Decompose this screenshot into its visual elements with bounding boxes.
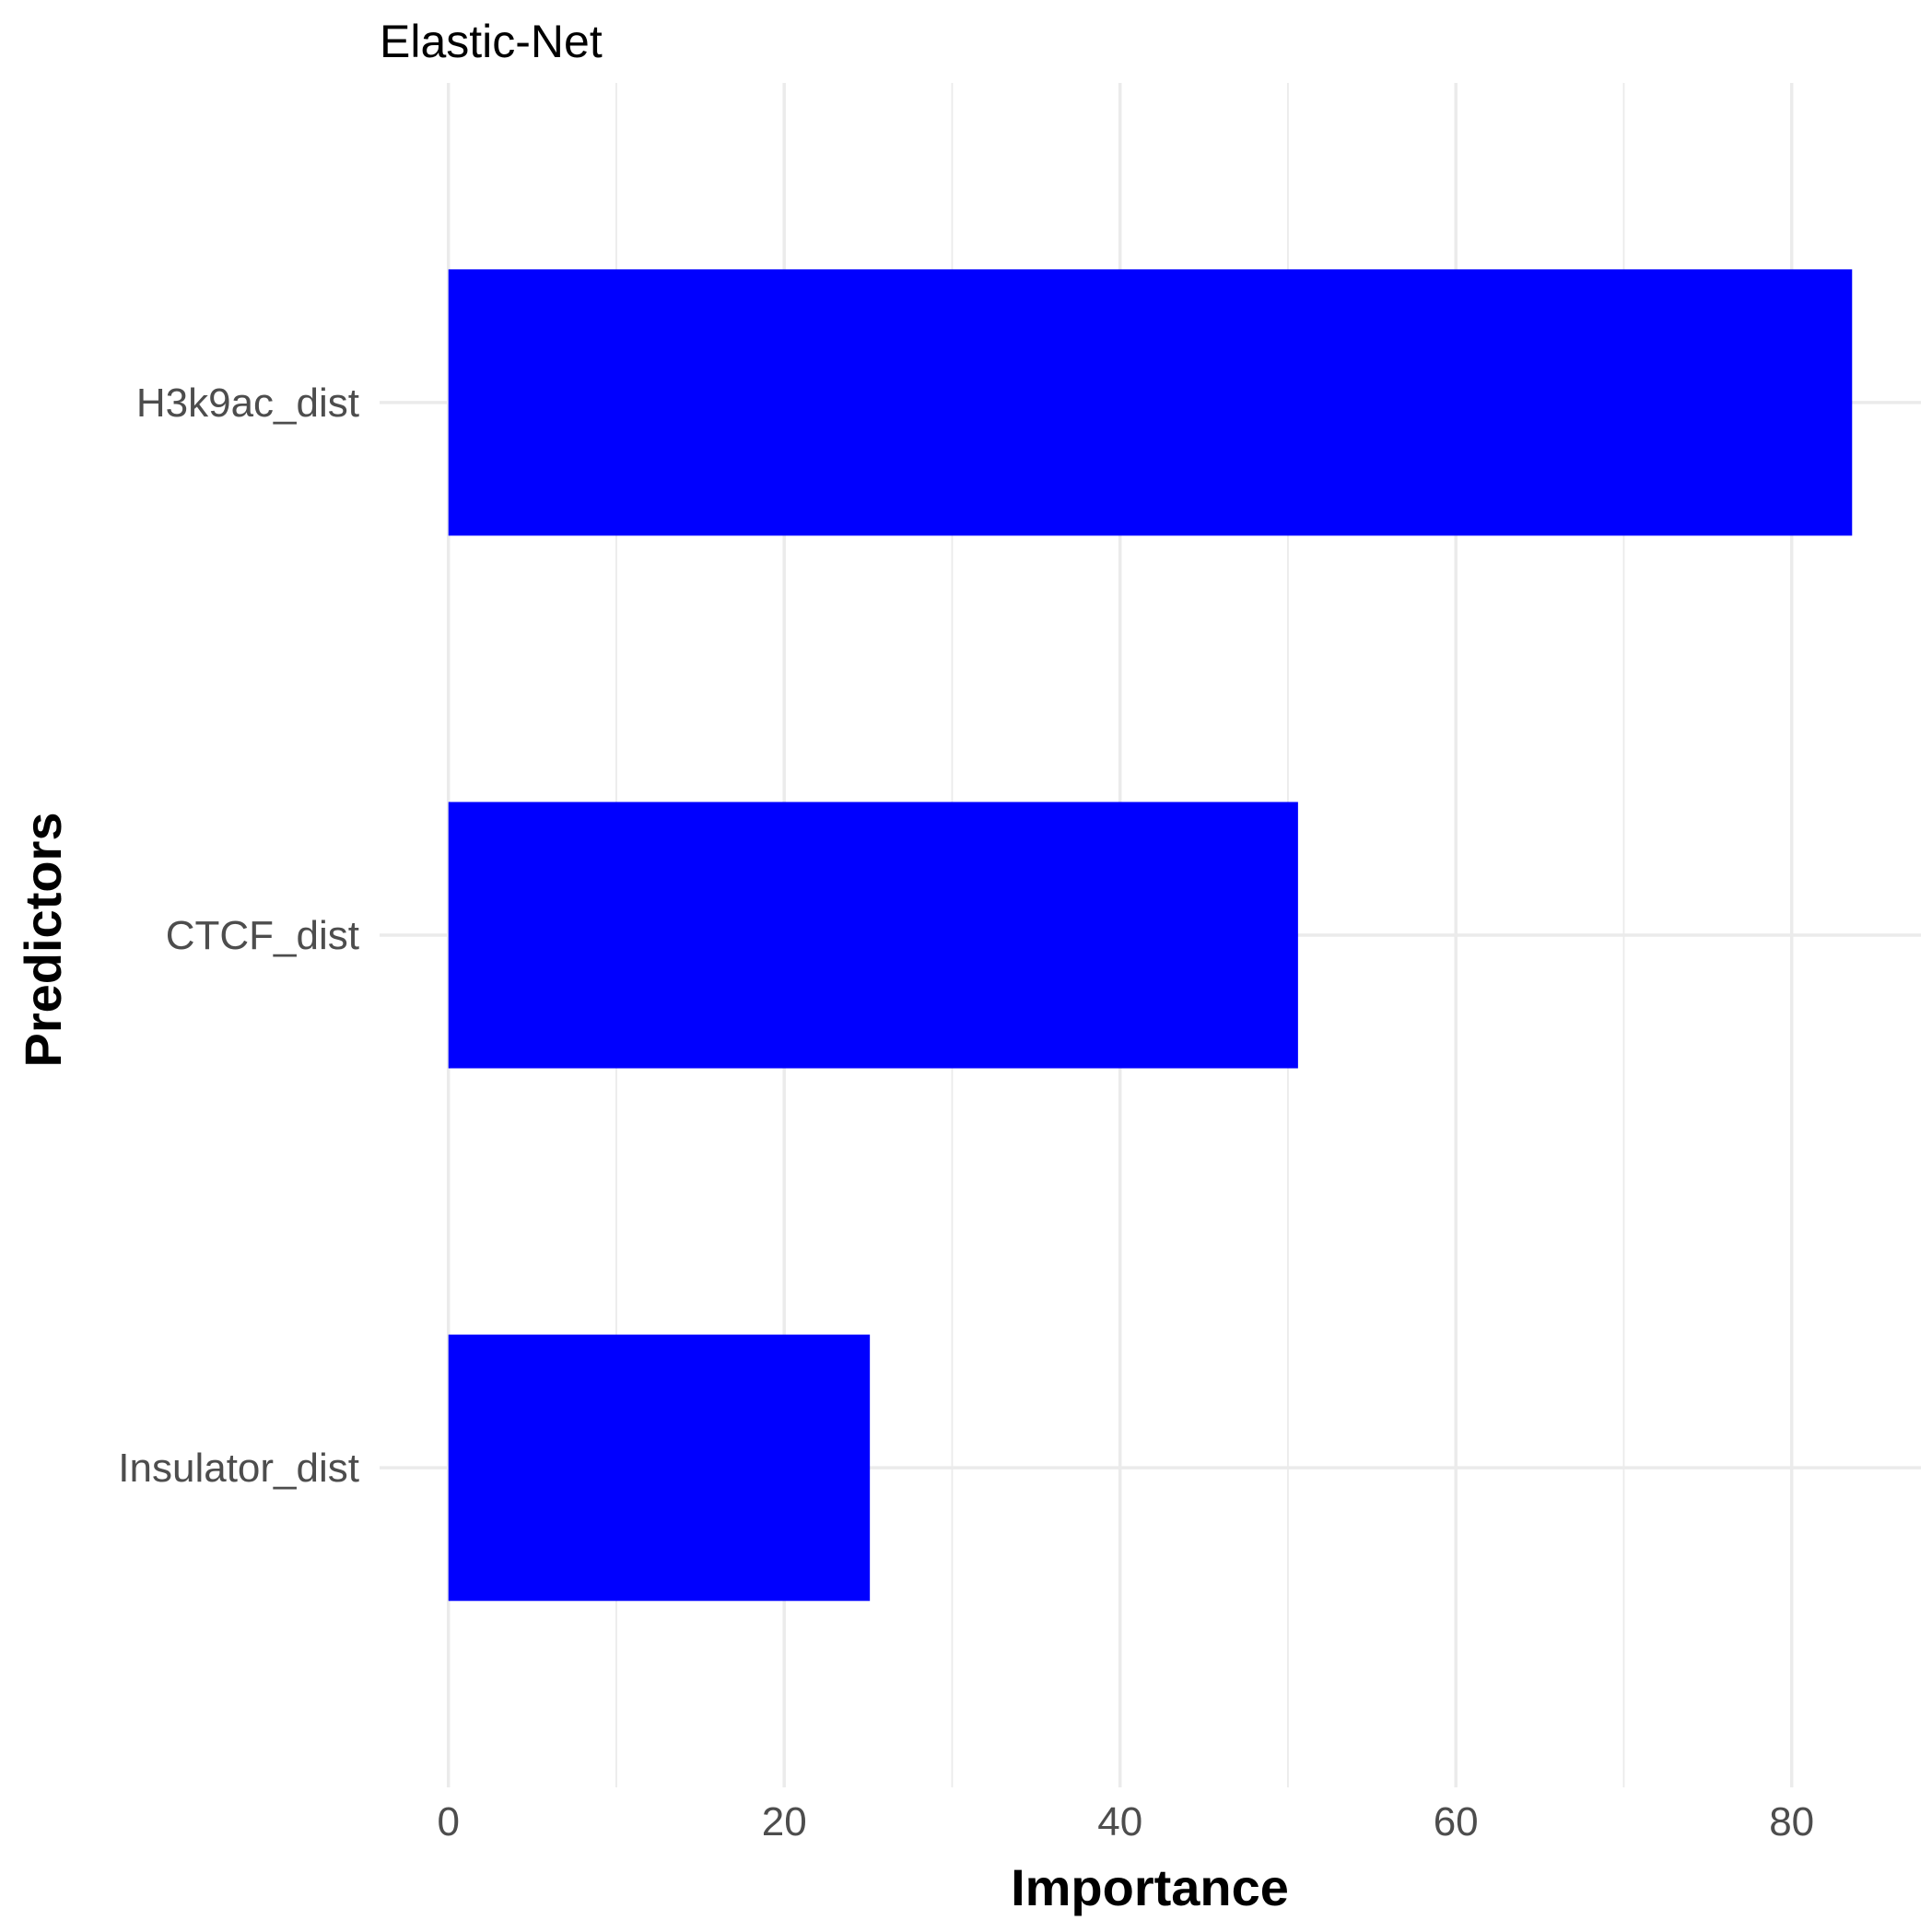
x-tick-label: 0 xyxy=(437,1799,459,1844)
bars xyxy=(448,269,1853,1601)
y-axis-title: Predictors xyxy=(14,813,72,1068)
x-axis-title: Importance xyxy=(1011,1858,1289,1916)
x-tick-label: 80 xyxy=(1769,1799,1814,1844)
y-axis-tick-labels: Insulator_dist CTCF_dist H3k9ac_dist xyxy=(118,381,359,1491)
x-tick-label: 60 xyxy=(1434,1799,1479,1844)
bar xyxy=(448,802,1298,1069)
bar xyxy=(448,1334,871,1601)
y-tick-label: Insulator_dist xyxy=(118,1446,359,1491)
y-tick-label: H3k9ac_dist xyxy=(136,381,359,426)
x-tick-label: 20 xyxy=(762,1799,807,1844)
bar xyxy=(448,269,1853,536)
y-tick-label: CTCF_dist xyxy=(166,913,359,958)
x-axis-tick-labels: 0 20 40 60 80 xyxy=(437,1799,1814,1844)
x-tick-label: 40 xyxy=(1097,1799,1142,1844)
chart-title: Elastic-Net xyxy=(380,16,603,67)
